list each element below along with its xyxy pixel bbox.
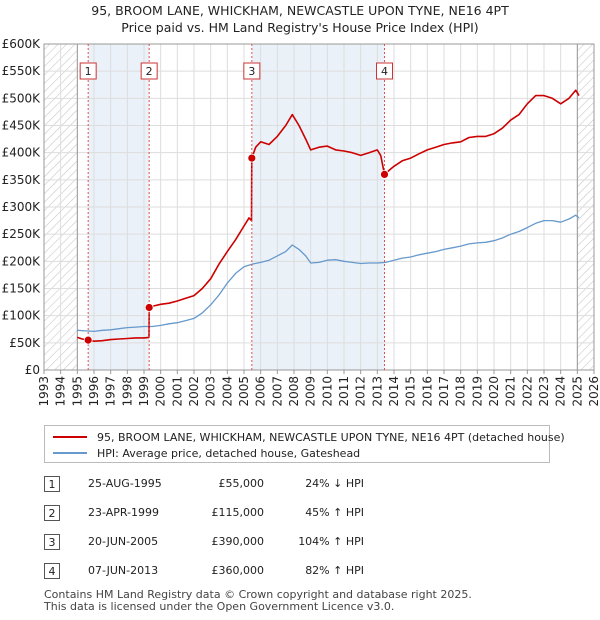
x-tick-label: 2020 — [487, 376, 501, 407]
footer-attribution: Contains HM Land Registry data © Crown c… — [44, 589, 472, 613]
table-row: 4 07-JUN-2013 £360,000 82% ↑ HPI — [44, 561, 444, 583]
chart-legend: 95, BROOM LANE, WHICKHAM, NEWCASTLE UPON… — [44, 425, 565, 463]
x-tick-label: 2019 — [470, 376, 484, 407]
table-row: 1 25-AUG-1995 £55,000 24% ↓ HPI — [44, 474, 444, 496]
x-tick-label: 1996 — [87, 376, 101, 407]
x-tick-label: 2017 — [437, 376, 451, 407]
y-tick-label: £450K — [2, 119, 42, 133]
legend-item-hpi: HPI: Average price, detached house, Gate… — [53, 445, 360, 461]
x-tick-label: 2010 — [320, 376, 334, 407]
x-tick-label: 2004 — [220, 376, 234, 407]
x-tick-label: 1998 — [120, 376, 134, 407]
y-tick-label: £200K — [2, 254, 42, 268]
x-tick-label: 2025 — [570, 376, 584, 407]
y-tick-label: £500K — [2, 91, 42, 105]
sale-point — [380, 169, 389, 179]
x-tick-label: 2022 — [520, 376, 534, 407]
x-tick-label: 2016 — [420, 376, 434, 407]
sale-hpi-change: 104% ↑ HPI — [298, 535, 364, 548]
x-tick-label: 2000 — [154, 376, 168, 407]
y-tick-label: £300K — [2, 200, 42, 214]
chart-subtitle: Price paid vs. HM Land Registry's House … — [121, 20, 478, 35]
x-tick-label: 2014 — [387, 376, 401, 407]
sale-date: 23-APR-1999 — [88, 506, 160, 519]
table-row: 3 20-JUN-2005 £390,000 104% ↑ HPI — [44, 532, 444, 554]
sale-date: 07-JUN-2013 — [88, 564, 159, 577]
sale-label-text: 3 — [248, 65, 255, 78]
sale-label-text: 2 — [146, 65, 153, 78]
sale-number-badge: 2 — [44, 505, 60, 521]
sale-label-box — [79, 62, 97, 80]
sale-label-box — [140, 62, 158, 80]
x-tick-label: 2008 — [287, 376, 301, 407]
sale-price: £390,000 — [211, 535, 265, 548]
y-tick-label: £250K — [2, 227, 42, 241]
sale-label-box — [376, 62, 393, 80]
y-tick-label: £550K — [2, 64, 42, 78]
x-tick-label: 1993 — [37, 376, 51, 407]
x-tick-label: 2024 — [554, 376, 568, 407]
sale-label-text: 1 — [85, 65, 92, 78]
x-tick-label: 2003 — [204, 376, 218, 407]
price-chart: 95, BROOM LANE, WHICKHAM, NEWCASTLE UPON… — [2, 3, 600, 407]
footer-line-copyright: Contains HM Land Registry data © Crown c… — [44, 588, 472, 601]
table-row: 2 23-APR-1999 £115,000 45% ↑ HPI — [44, 503, 444, 525]
x-tick-label: 2002 — [187, 376, 201, 407]
legend-label-hpi: HPI: Average price, detached house, Gate… — [97, 446, 361, 460]
x-tick-label: 1994 — [54, 376, 68, 407]
sale-point — [144, 303, 154, 312]
sale-hpi-change: 45% ↑ HPI — [305, 506, 364, 519]
legend-item-property: 95, BROOM LANE, WHICKHAM, NEWCASTLE UPON… — [53, 429, 565, 445]
y-tick-label: £350K — [2, 173, 42, 187]
sale-label-box — [243, 62, 261, 80]
sale-date: 20-JUN-2005 — [88, 535, 159, 548]
sale-price: £360,000 — [211, 564, 265, 577]
sale-label-text: 4 — [381, 65, 388, 78]
sale-point — [83, 335, 93, 345]
y-tick-label: £600K — [2, 37, 42, 51]
sale-date: 25-AUG-1995 — [88, 477, 162, 490]
y-axis: £0 £50K £100K £150K £200K £250K £300K £350K £400… — [2, 37, 42, 377]
x-tick-label: 2013 — [370, 376, 384, 407]
x-tick-label: 2018 — [454, 376, 468, 407]
x-tick-label: 2023 — [537, 376, 551, 407]
x-tick-label: 1995 — [70, 376, 84, 407]
y-tick-label: £50K — [9, 336, 41, 350]
sale-price: £55,000 — [218, 477, 265, 490]
chart-title: 95, BROOM LANE, WHICKHAM, NEWCASTLE UPON… — [91, 3, 509, 18]
x-tick-label: 1997 — [104, 376, 118, 407]
sale-number-badge: 1 — [44, 476, 60, 492]
x-tick-label: 2011 — [337, 376, 351, 407]
x-tick-label: 1999 — [137, 376, 151, 407]
footer-line-licence: This data is licensed under the Open Gov… — [44, 600, 395, 613]
series-line-hpi — [77, 214, 580, 333]
x-tick-label: 2012 — [354, 376, 368, 407]
y-tick-label: £0 — [25, 363, 40, 377]
x-tick-label: 2005 — [237, 376, 251, 407]
x-tick-label: 2026 — [587, 376, 600, 407]
y-tick-label: £150K — [2, 282, 42, 296]
sale-point — [247, 153, 257, 163]
sale-hpi-change: 82% ↑ HPI — [305, 564, 364, 577]
sale-hpi-change: 24% ↓ HPI — [305, 477, 364, 490]
sale-number-badge: 3 — [44, 534, 60, 550]
x-tick-label: 2001 — [170, 376, 184, 407]
y-tick-label: £400K — [2, 146, 42, 160]
x-tick-label: 2015 — [404, 376, 418, 407]
x-tick-label: 2021 — [504, 376, 518, 407]
sale-markers: 1 2 3 4 — [79, 44, 393, 370]
y-tick-label: £100K — [2, 309, 42, 323]
legend-label-property: 95, BROOM LANE, WHICKHAM, NEWCASTLE UPON… — [97, 430, 565, 444]
legend-swatch-blue — [53, 452, 87, 454]
x-tick-label: 2007 — [270, 376, 284, 407]
plot-frame — [43, 43, 595, 371]
plot-background — [43, 43, 595, 371]
x-tick-label: 2006 — [254, 376, 268, 407]
x-axis: 1993 1994 1995 1996 1997 1998 1999 2000 2001 2002… — [37, 370, 600, 407]
legend-swatch-red — [53, 436, 87, 438]
x-tick-label: 2009 — [304, 376, 318, 407]
sale-price: £115,000 — [211, 506, 265, 519]
sale-number-badge: 4 — [44, 563, 60, 579]
